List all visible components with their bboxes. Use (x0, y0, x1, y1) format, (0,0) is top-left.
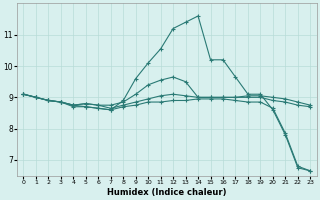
X-axis label: Humidex (Indice chaleur): Humidex (Indice chaleur) (107, 188, 227, 197)
